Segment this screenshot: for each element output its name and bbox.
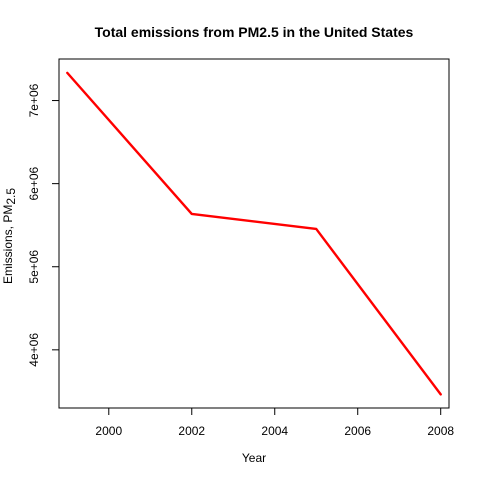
x-tick-label: 2008 bbox=[427, 424, 454, 438]
plot-area-frame bbox=[58, 58, 450, 409]
x-tick-label: 2002 bbox=[178, 424, 205, 438]
x-tick-label: 2006 bbox=[344, 424, 371, 438]
x-tick-label: 2004 bbox=[261, 424, 288, 438]
x-tick-label: 2000 bbox=[95, 424, 122, 438]
y-tick-label: 5e+06 bbox=[27, 250, 41, 284]
x-axis: 2000 2002 2004 2006 2008 bbox=[95, 408, 454, 438]
y-axis-label-main: Emissions, PM bbox=[1, 205, 15, 284]
series-layer bbox=[66, 71, 442, 396]
y-axis-label-subscript: 2.5 bbox=[4, 188, 18, 205]
chart-title: Total emissions from PM2.5 in the United… bbox=[95, 24, 414, 40]
y-axis-label: Emissions, PM2.5 bbox=[1, 188, 18, 284]
y-tick-label: 7e+06 bbox=[27, 83, 41, 117]
y-axis: 4e+06 5e+06 6e+06 7e+06 bbox=[27, 83, 59, 367]
y-tick-label: 4e+06 bbox=[27, 333, 41, 367]
y-tick-label: 6e+06 bbox=[27, 166, 41, 200]
emissions-series-line bbox=[66, 71, 442, 396]
x-axis-label: Year bbox=[242, 451, 266, 465]
